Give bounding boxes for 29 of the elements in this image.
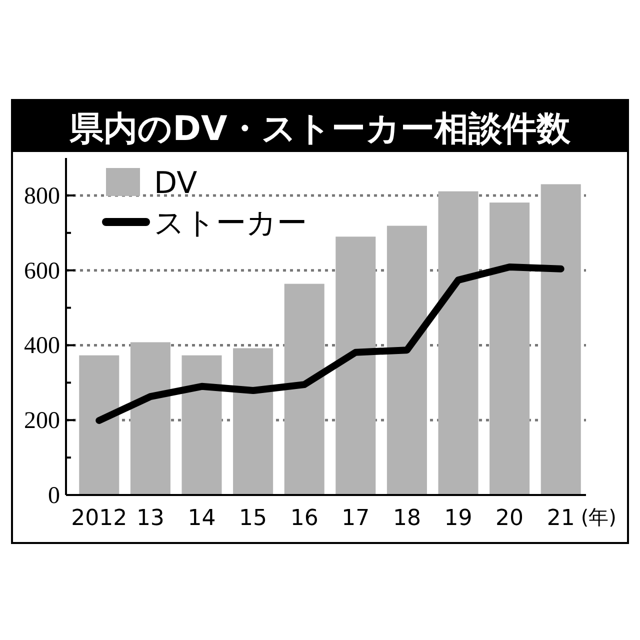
x-tick-label: 2012 [71,506,128,531]
x-tick-label: 13 [136,506,164,531]
bar [336,236,376,495]
x-axis-title: (年) [580,505,616,529]
y-tick-label: 800 [24,183,60,210]
bar [233,348,274,495]
bar [130,342,170,495]
y-tick-label: 600 [24,258,60,284]
bar [284,284,324,495]
y-tick-label: 0 [48,483,60,509]
y-tick-label: 400 [24,333,60,360]
x-tick-label: 18 [392,506,421,531]
chart-title: 県内のDV・ストーカー相談件数 [68,109,572,149]
bar [438,191,478,495]
x-tick-label: 14 [188,506,216,531]
x-tick-label: 21 [546,506,575,531]
x-tick-label: 16 [290,506,318,531]
y-tick-label: 200 [24,408,60,434]
bar [490,202,530,495]
bar [79,355,120,495]
bar [182,355,222,495]
x-tick-label: 19 [444,506,472,531]
legend-label: DV [154,166,198,201]
x-tick-label: 15 [239,506,268,531]
legend-label: ストーカー [154,206,307,241]
x-tick-label: 17 [342,506,370,531]
bar [386,226,427,495]
x-tick-label: 20 [496,506,524,531]
bar [540,184,581,495]
